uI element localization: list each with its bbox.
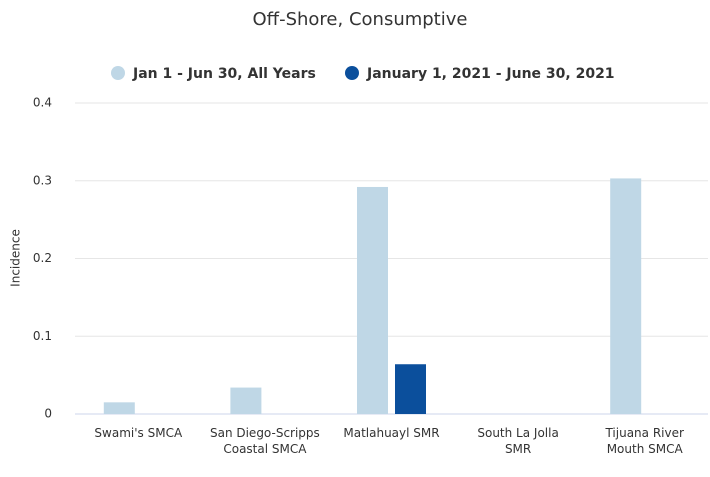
- legend-marker: [345, 66, 359, 80]
- bar: [395, 364, 426, 414]
- bar: [357, 186, 388, 414]
- x-tick-label: San Diego-Scripps Coastal SMCA: [209, 426, 320, 456]
- x-tick-label: Matlahuayl SMR: [343, 426, 440, 440]
- y-axis-title: Incidence: [9, 229, 23, 287]
- legend-marker: [111, 66, 125, 80]
- y-tick-label: 0.2: [33, 251, 52, 265]
- x-tick-label: Swami's SMCA: [94, 426, 183, 440]
- x-tick-label: South La Jolla SMR: [477, 426, 559, 456]
- bar: [103, 402, 135, 414]
- y-tick-label: 0.4: [33, 96, 52, 110]
- bar: [610, 178, 642, 414]
- legend-label: Jan 1 - Jun 30, All Years: [132, 66, 316, 82]
- y-tick-label: 0: [44, 407, 52, 421]
- y-tick-label: 0.3: [33, 173, 52, 187]
- x-tick-label: Tijuana River Mouth SMCA: [605, 426, 684, 456]
- y-tick-label: 0.1: [33, 329, 52, 343]
- chart-title: Off-Shore, Consumptive: [253, 9, 468, 30]
- legend-label: January 1, 2021 - June 30, 2021: [366, 66, 615, 82]
- bar: [230, 387, 262, 414]
